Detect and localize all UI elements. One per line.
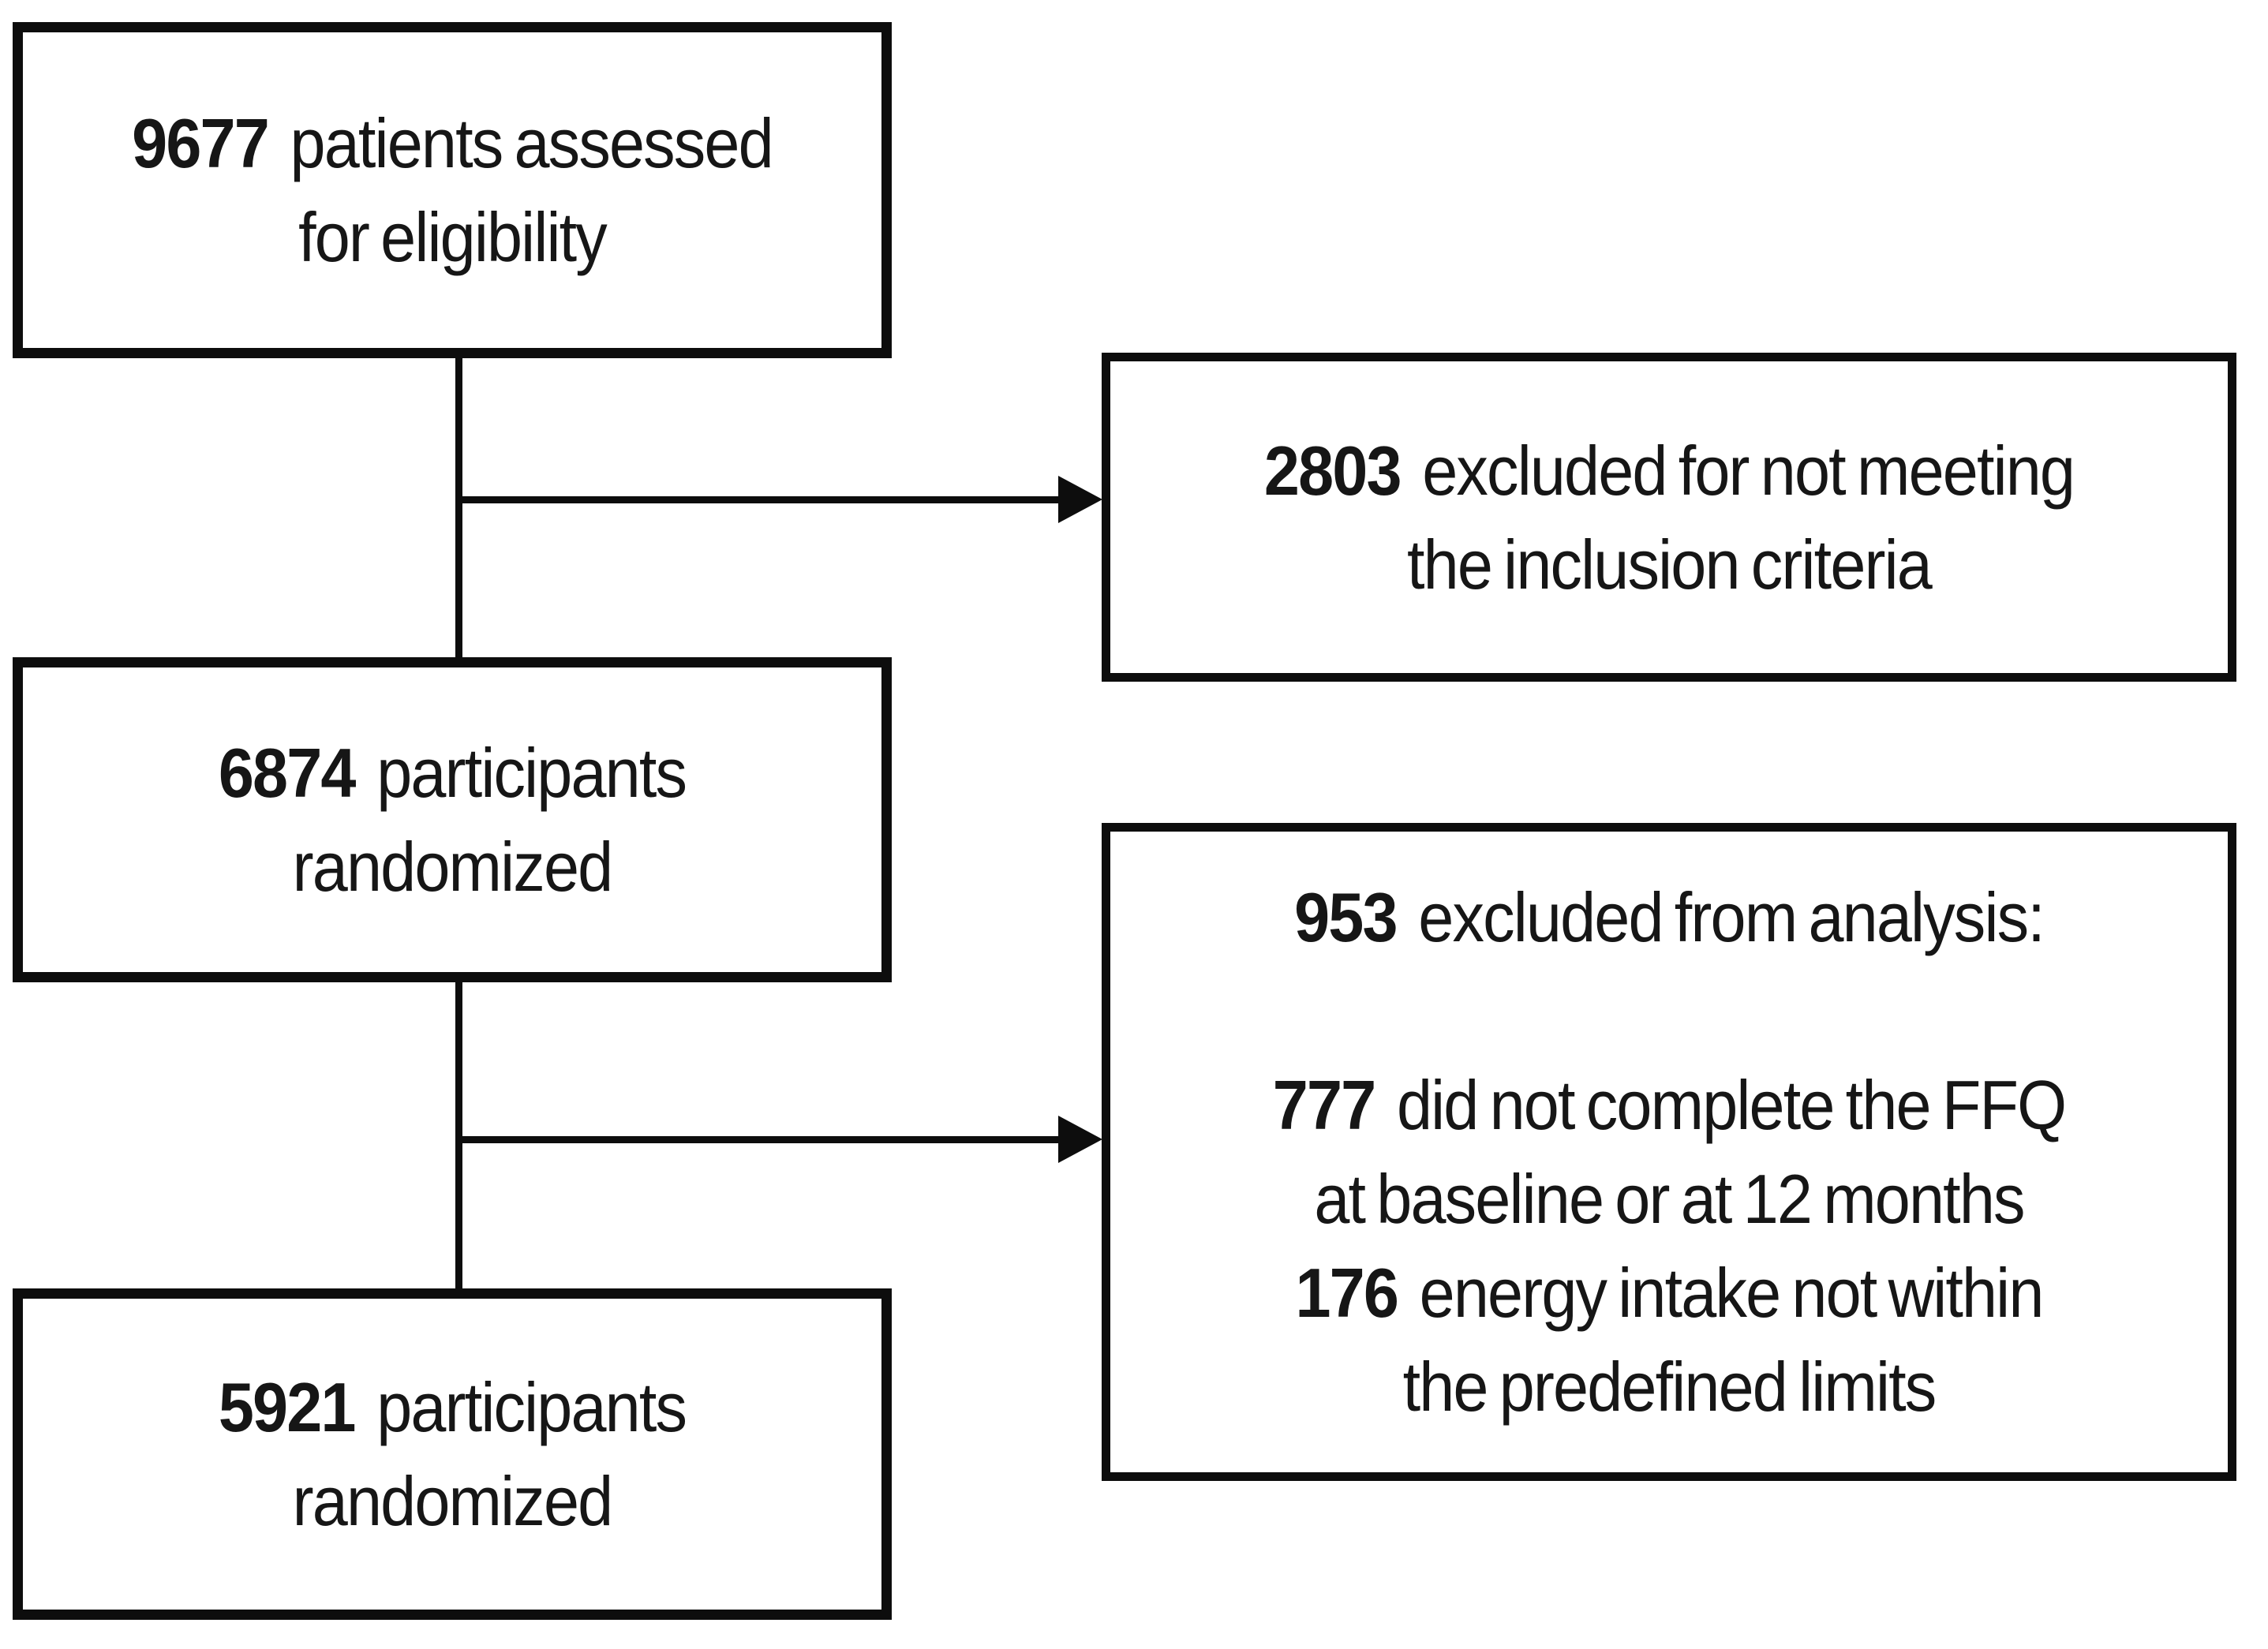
text-line: 5921 participants: [58, 1360, 848, 1454]
label-no-ffq-line1: did not complete the FFQ: [1396, 1066, 2067, 1144]
text-line: 176 energy intake not within: [1155, 1246, 2184, 1340]
label-randomized-6874-line2: randomized: [292, 828, 613, 906]
arrowhead-icon: [1058, 1116, 1102, 1163]
count-excluded-analysis: 953: [1294, 878, 1398, 956]
box-text-excluded-analysis: 953 excluded from analysis: 777 did not co…: [1155, 870, 2184, 1434]
label-no-ffq-line2: at baseline or at 12 months: [1314, 1160, 2025, 1238]
label-excluded-analysis-header: excluded from analysis:: [1418, 878, 2045, 956]
flow-box-excluded-inclusion: 2803 excluded for not meeting the inclusi…: [1102, 353, 2236, 682]
arrow-to-excluded-analysis: [458, 1136, 1061, 1143]
flow-box-excluded-analysis: 953 excluded from analysis: 777 did not co…: [1102, 823, 2236, 1481]
blank-line: [1155, 964, 2184, 1058]
arrowhead-icon: [1058, 476, 1102, 523]
box-text-excluded-inclusion: 2803 excluded for not meeting the inclusi…: [1155, 424, 2184, 611]
text-line: 9677 patients assessed: [58, 96, 848, 190]
arrow-to-excluded-inclusion: [458, 496, 1061, 503]
box-text-patients-assessed: 9677 patients assessed for eligibility: [58, 96, 848, 284]
text-line: for eligibility: [58, 190, 848, 284]
count-assessed: 9677: [132, 104, 270, 182]
box-text-randomized-6874: 6874 participants randomized: [58, 726, 848, 914]
connector-randomized-to-final: [455, 982, 462, 1288]
text-line: the inclusion criteria: [1155, 518, 2184, 611]
count-randomized-5921: 5921: [218, 1368, 357, 1446]
label-energy-intake-line1: energy intake not within: [1419, 1254, 2045, 1332]
label-excluded-inclusion-line2: the inclusion criteria: [1407, 525, 1933, 604]
label-assessed-line2: for eligibility: [298, 198, 608, 276]
label-randomized-6874-line1: participants: [376, 734, 687, 812]
count-energy-intake: 176: [1295, 1254, 1398, 1332]
label-excluded-inclusion-line1: excluded for not meeting: [1422, 431, 2075, 510]
label-assessed-line1: patients assessed: [290, 104, 774, 182]
count-excluded-inclusion: 2803: [1263, 431, 1402, 510]
label-randomized-5921-line1: participants: [376, 1368, 687, 1446]
label-randomized-5921-line2: randomized: [292, 1462, 613, 1540]
text-line: randomized: [58, 1454, 848, 1548]
connector-assessed-to-randomized: [455, 358, 462, 657]
text-line: the predefined limits: [1155, 1340, 2184, 1434]
text-line: randomized: [58, 820, 848, 914]
text-line: 2803 excluded for not meeting: [1155, 424, 2184, 518]
count-no-ffq: 777: [1272, 1066, 1376, 1144]
label-energy-intake-line2: the predefined limits: [1402, 1348, 1937, 1426]
text-line: 953 excluded from analysis:: [1155, 870, 2184, 964]
count-randomized-6874: 6874: [218, 734, 357, 812]
flow-box-patients-assessed: 9677 patients assessed for eligibility: [13, 22, 892, 358]
text-line: at baseline or at 12 months: [1155, 1152, 2184, 1246]
text-line: 777 did not complete the FFQ: [1155, 1058, 2184, 1152]
text-line: 6874 participants: [58, 726, 848, 820]
flow-box-randomized-5921: 5921 participants randomized: [13, 1288, 892, 1620]
box-text-randomized-5921: 5921 participants randomized: [58, 1360, 848, 1548]
flow-box-randomized-6874: 6874 participants randomized: [13, 657, 892, 982]
